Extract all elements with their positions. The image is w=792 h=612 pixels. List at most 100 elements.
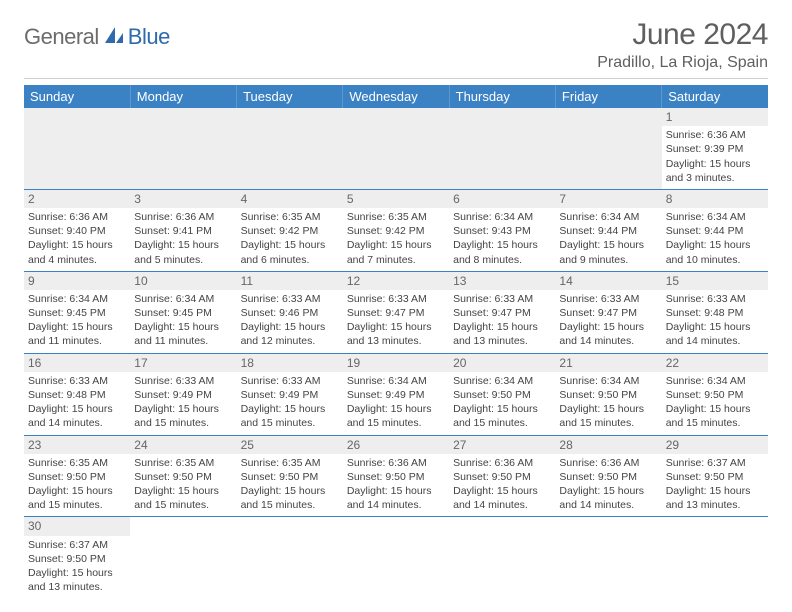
weekday-header: Wednesday	[343, 85, 449, 108]
daylight-text: and 11 minutes.	[28, 334, 126, 348]
day-number: 25	[237, 436, 343, 454]
daylight-text: and 14 minutes.	[453, 498, 551, 512]
daylight-text: Daylight: 15 hours	[559, 238, 657, 252]
daylight-text: and 14 minutes.	[347, 498, 445, 512]
sunrise-text: Sunrise: 6:33 AM	[453, 292, 551, 306]
calendar-row: 23Sunrise: 6:35 AMSunset: 9:50 PMDayligh…	[24, 435, 768, 517]
daylight-text: and 14 minutes.	[559, 334, 657, 348]
day-number: 30	[24, 517, 130, 535]
title-block: June 2024 Pradillo, La Rioja, Spain	[597, 18, 768, 72]
month-title: June 2024	[597, 18, 768, 52]
daylight-text: Daylight: 15 hours	[241, 238, 339, 252]
day-number: 22	[662, 354, 768, 372]
sunset-text: Sunset: 9:50 PM	[666, 388, 764, 402]
sunset-text: Sunset: 9:49 PM	[241, 388, 339, 402]
sunset-text: Sunset: 9:43 PM	[453, 224, 551, 238]
day-number: 28	[555, 436, 661, 454]
sunset-text: Sunset: 9:50 PM	[134, 470, 232, 484]
calendar-cell: 4Sunrise: 6:35 AMSunset: 9:42 PMDaylight…	[237, 189, 343, 271]
sunset-text: Sunset: 9:50 PM	[28, 470, 126, 484]
calendar-cell: 16 Sunrise: 6:33 AMSunset: 9:48 PMDayligh…	[24, 353, 130, 435]
sunrise-text: Sunrise: 6:35 AM	[134, 456, 232, 470]
day-number: 8	[662, 190, 768, 208]
daylight-text: and 13 minutes.	[28, 580, 126, 594]
day-number: 17	[130, 354, 236, 372]
daylight-text: and 3 minutes.	[666, 171, 764, 185]
daylight-text: Daylight: 15 hours	[559, 484, 657, 498]
sunset-text: Sunset: 9:45 PM	[134, 306, 232, 320]
sunrise-text: Sunrise: 6:34 AM	[28, 292, 126, 306]
daylight-text: and 11 minutes.	[134, 334, 232, 348]
calendar-row: 2Sunrise: 6:36 AMSunset: 9:40 PMDaylight…	[24, 189, 768, 271]
sunrise-text: Sunrise: 6:34 AM	[134, 292, 232, 306]
day-number: 16	[24, 354, 130, 372]
day-number: 19	[343, 354, 449, 372]
logo: General Blue	[24, 18, 170, 50]
sunset-text: Sunset: 9:47 PM	[347, 306, 445, 320]
daylight-text: Daylight: 15 hours	[347, 484, 445, 498]
daylight-text: and 13 minutes.	[666, 498, 764, 512]
calendar-row: 1Sunrise: 6:36 AMSunset: 9:39 PMDaylight…	[24, 108, 768, 189]
daylight-text: Daylight: 15 hours	[134, 484, 232, 498]
calendar-cell: 13Sunrise: 6:33 AMSunset: 9:47 PMDayligh…	[449, 271, 555, 353]
calendar-cell: 21Sunrise: 6:34 AMSunset: 9:50 PMDayligh…	[555, 353, 661, 435]
daylight-text: and 15 minutes.	[347, 416, 445, 430]
calendar-cell: 26Sunrise: 6:36 AMSunset: 9:50 PMDayligh…	[343, 435, 449, 517]
day-number: 10	[130, 272, 236, 290]
calendar-cell: 10Sunrise: 6:34 AMSunset: 9:45 PMDayligh…	[130, 271, 236, 353]
sunrise-text: Sunrise: 6:35 AM	[241, 456, 339, 470]
weekday-header: Thursday	[449, 85, 555, 108]
calendar-cell: 9Sunrise: 6:34 AMSunset: 9:45 PMDaylight…	[24, 271, 130, 353]
daylight-text: and 10 minutes.	[666, 253, 764, 267]
day-number: 13	[449, 272, 555, 290]
weekday-header: Tuesday	[237, 85, 343, 108]
daylight-text: Daylight: 15 hours	[28, 320, 126, 334]
calendar-cell: 20Sunrise: 6:34 AMSunset: 9:50 PMDayligh…	[449, 353, 555, 435]
day-number: 24	[130, 436, 236, 454]
daylight-text: Daylight: 15 hours	[347, 402, 445, 416]
day-number: 5	[343, 190, 449, 208]
sunrise-text: Sunrise: 6:36 AM	[347, 456, 445, 470]
day-number: 4	[237, 190, 343, 208]
daylight-text: and 15 minutes.	[28, 498, 126, 512]
sunrise-text: Sunrise: 6:35 AM	[347, 210, 445, 224]
calendar-cell: 14Sunrise: 6:33 AMSunset: 9:47 PMDayligh…	[555, 271, 661, 353]
calendar-cell: 12Sunrise: 6:33 AMSunset: 9:47 PMDayligh…	[343, 271, 449, 353]
calendar-cell: 23Sunrise: 6:35 AMSunset: 9:50 PMDayligh…	[24, 435, 130, 517]
sunrise-text: Sunrise: 6:33 AM	[28, 374, 126, 388]
calendar-row: 9Sunrise: 6:34 AMSunset: 9:45 PMDaylight…	[24, 271, 768, 353]
daylight-text: and 8 minutes.	[453, 253, 551, 267]
daylight-text: and 12 minutes.	[241, 334, 339, 348]
daylight-text: and 13 minutes.	[347, 334, 445, 348]
sunset-text: Sunset: 9:50 PM	[453, 470, 551, 484]
daylight-text: Daylight: 15 hours	[453, 402, 551, 416]
sunrise-text: Sunrise: 6:34 AM	[666, 374, 764, 388]
daylight-text: Daylight: 15 hours	[666, 157, 764, 171]
daylight-text: and 9 minutes.	[559, 253, 657, 267]
calendar-cell: 25Sunrise: 6:35 AMSunset: 9:50 PMDayligh…	[237, 435, 343, 517]
day-number: 18	[237, 354, 343, 372]
daylight-text: Daylight: 15 hours	[347, 238, 445, 252]
calendar-cell: 27Sunrise: 6:36 AMSunset: 9:50 PMDayligh…	[449, 435, 555, 517]
day-number: 11	[237, 272, 343, 290]
daylight-text: and 15 minutes.	[134, 416, 232, 430]
logo-text-general: General	[24, 24, 99, 50]
daylight-text: and 4 minutes.	[28, 253, 126, 267]
sunset-text: Sunset: 9:47 PM	[453, 306, 551, 320]
daylight-text: Daylight: 15 hours	[241, 402, 339, 416]
sunrise-text: Sunrise: 6:33 AM	[241, 374, 339, 388]
daylight-text: Daylight: 15 hours	[28, 402, 126, 416]
calendar-cell	[343, 108, 449, 189]
daylight-text: and 15 minutes.	[134, 498, 232, 512]
calendar-cell	[130, 108, 236, 189]
calendar-cell: 22Sunrise: 6:34 AMSunset: 9:50 PMDayligh…	[662, 353, 768, 435]
daylight-text: Daylight: 15 hours	[666, 238, 764, 252]
sunset-text: Sunset: 9:47 PM	[559, 306, 657, 320]
sunset-text: Sunset: 9:50 PM	[559, 470, 657, 484]
calendar-cell	[555, 517, 661, 598]
daylight-text: Daylight: 15 hours	[28, 566, 126, 580]
daylight-text: Daylight: 15 hours	[134, 402, 232, 416]
daylight-text: and 14 minutes.	[559, 498, 657, 512]
day-number: 6	[449, 190, 555, 208]
sunset-text: Sunset: 9:48 PM	[28, 388, 126, 402]
